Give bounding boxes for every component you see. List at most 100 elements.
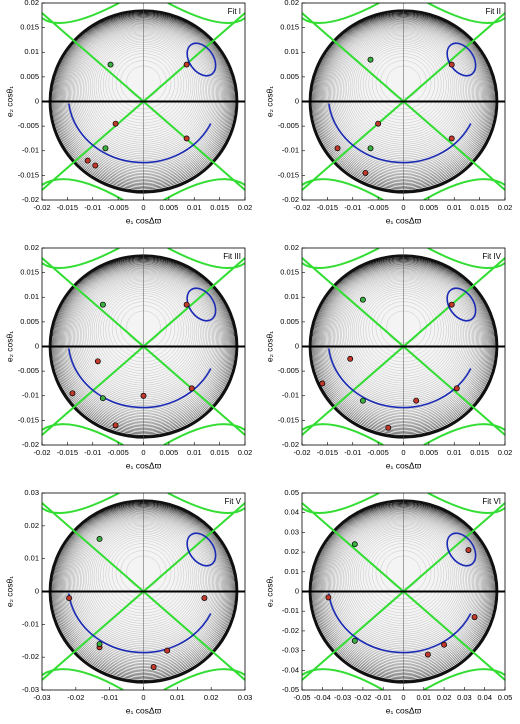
x-tick-label: 0.005: [419, 448, 438, 457]
trajectory: [186, 532, 217, 567]
y-tick-label: 0.02: [284, 243, 299, 252]
x-tick-label: 0.005: [159, 448, 178, 457]
x-tick-label: 0.03: [238, 693, 253, 702]
x-tick-label: -0.015: [317, 203, 338, 212]
decor: [42, 493, 245, 690]
y-tick-label: -0.02: [22, 652, 39, 661]
y-tick-label: -0.005: [278, 366, 299, 375]
y-tick-label: 0.015: [20, 23, 39, 32]
x-tick-label: -0.015: [57, 448, 78, 457]
x-axis-label: e₁ cosΔϖ: [126, 705, 162, 715]
point: [362, 169, 369, 176]
point: [334, 145, 341, 152]
y-tick-label: -0.03: [22, 685, 39, 694]
x-axis-label: e₁ cosΔϖ: [126, 460, 162, 470]
panel: -0.02 -0.015 -0.01 -0.005 0 0.005 0.01 0.015 0.0…: [4, 0, 252, 225]
x-tick-label: 0.01: [170, 693, 185, 702]
point: [150, 664, 157, 670]
point: [441, 641, 448, 648]
x-tick-label: -0.02: [67, 693, 84, 702]
trajectory: [328, 103, 472, 164]
point: [183, 135, 190, 142]
x-tick-label: -0.02: [33, 203, 50, 212]
x-tick-label: 0: [401, 203, 405, 212]
x-tick-label: -0.03: [33, 693, 50, 702]
y-tick-label: -0.01: [282, 606, 299, 615]
point: [367, 56, 374, 63]
x-tick-label: -0.005: [367, 448, 388, 457]
y-tick-label: 0.01: [24, 554, 39, 563]
point: [99, 301, 106, 308]
decor: [302, 248, 505, 445]
x-tick-label: 0.03: [457, 693, 472, 702]
x-tick-label: 0: [401, 693, 405, 702]
point: [112, 120, 119, 127]
panel-title: Fit II: [485, 7, 501, 16]
x-tick-label: -0.01: [375, 693, 392, 702]
point: [112, 422, 119, 429]
panel-title: Fit V: [225, 497, 242, 506]
point: [102, 145, 109, 152]
y-tick-label: 0.05: [284, 488, 299, 497]
point: [351, 637, 358, 644]
y-tick-label: -0.02: [282, 440, 299, 449]
trajectory: [446, 287, 477, 322]
y-tick-label: -0.01: [22, 391, 39, 400]
x-tick-label: -0.03: [334, 693, 351, 702]
y-tick-label: 0.005: [20, 317, 39, 326]
point: [424, 651, 431, 658]
y-tick-label: -0.02: [22, 440, 39, 449]
y-tick-label: 0.02: [284, 0, 299, 7]
point: [69, 390, 76, 397]
y-axis-label: e₂ cosθ₁: [4, 576, 14, 607]
x-tick-label: 0.005: [419, 203, 438, 212]
x-tick-label: -0.01: [84, 448, 101, 457]
lower-cut: [302, 100, 505, 103]
y-tick-label: 0.01: [284, 47, 299, 56]
decor: [302, 493, 505, 690]
y-tick-label: 0.015: [280, 268, 299, 277]
panel: -0.05 -0.04 -0.03 -0.02 -0.01 0 0.01 0.02 0.03 0.…: [264, 488, 512, 715]
point: [201, 595, 208, 602]
x-tick-label: 0.02: [437, 693, 452, 702]
x-tick-label: -0.02: [293, 448, 310, 457]
point: [188, 385, 195, 392]
point: [448, 61, 455, 68]
x-tick-label: 0.02: [498, 448, 513, 457]
x-tick-label: 0.015: [470, 448, 489, 457]
x-tick-label: 0.015: [470, 203, 489, 212]
point: [183, 301, 190, 308]
trajectory: [186, 287, 217, 322]
y-tick-label: -0.005: [18, 366, 39, 375]
y-axis-label: e₂ cosθ₁: [264, 576, 274, 607]
x-tick-label: 0.02: [204, 693, 219, 702]
panel-title: Fit I: [228, 7, 241, 16]
x-tick-label: 0.02: [238, 448, 253, 457]
y-tick-label: 0.01: [284, 292, 299, 301]
panel: -0.03 -0.02 -0.01 0 0.01 0.02 0.03 -0.03 -0.02 -0…: [4, 488, 252, 715]
y-tick-label: 0: [35, 96, 39, 105]
x-tick-label: -0.005: [107, 203, 128, 212]
y-tick-label: 0.02: [24, 243, 39, 252]
x-tick-label: 0.02: [238, 203, 253, 212]
y-tick-label: -0.015: [18, 170, 39, 179]
panel-title: Fit VI: [482, 497, 501, 506]
trajectory: [328, 593, 472, 654]
trajectory: [446, 532, 477, 567]
x-tick-label: -0.01: [344, 448, 361, 457]
point: [351, 541, 358, 548]
x-tick-label: 0.02: [498, 203, 513, 212]
y-axis-label: e₂ cosθ₁: [264, 86, 274, 117]
point: [164, 647, 171, 654]
x-tick-label: -0.02: [33, 448, 50, 457]
x-tick-label: 0.01: [447, 448, 462, 457]
trajectory: [186, 42, 217, 77]
point: [319, 380, 326, 387]
x-tick-label: -0.005: [107, 448, 128, 457]
y-tick-label: 0.015: [280, 23, 299, 32]
x-tick-label: -0.015: [57, 203, 78, 212]
y-axis-label: e₂ cosθ₁: [4, 331, 14, 362]
x-axis-label: e₁ cosΔϖ: [126, 215, 162, 225]
y-tick-label: 0.02: [284, 547, 299, 556]
